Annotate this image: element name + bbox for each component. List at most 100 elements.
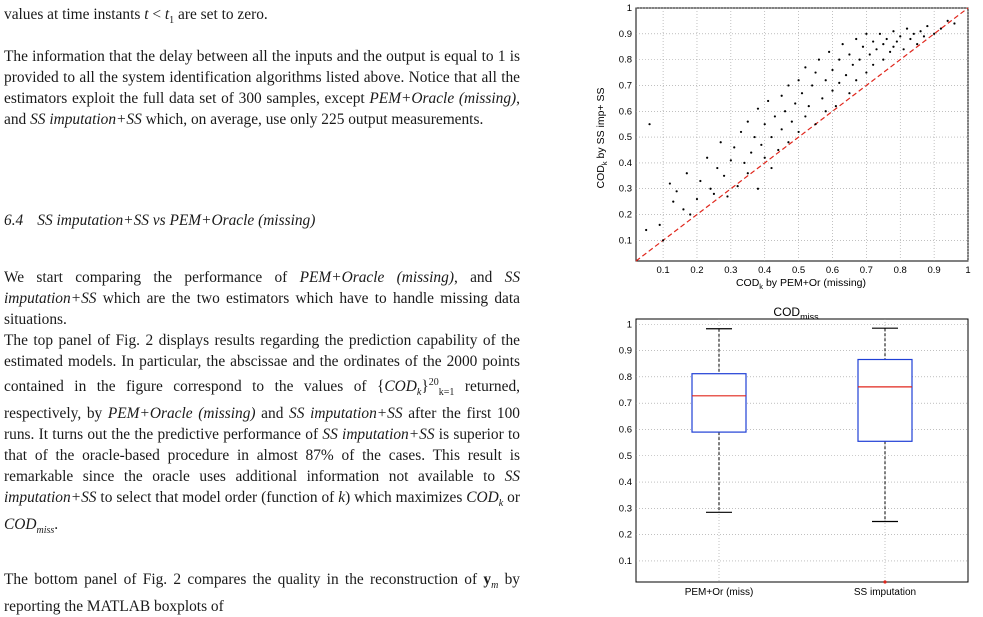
scatter-ytick-label: 1 [627, 3, 632, 14]
scatter-point [783, 110, 787, 113]
scatter-plot-frame [635, 7, 969, 262]
scatter-point [868, 53, 871, 56]
scatter-point [888, 50, 892, 53]
scatter-point [899, 35, 902, 38]
scatter-point [865, 71, 868, 74]
scatter-point [804, 115, 807, 118]
scatter-point [763, 156, 766, 159]
scatter-chart: 0.1 0.2 0.3 0.4 0.5 0.6 0.7 0.8 0.9 1 0.1 0.2 0.3 0.4… [595, 3, 971, 291]
scatter-point [892, 45, 895, 48]
scatter-xlabel: CODk by PEM+Or (missing) [736, 277, 866, 291]
scatter-point [892, 30, 895, 33]
scatter-points [645, 19, 956, 242]
scatter-point [933, 32, 936, 35]
scatter-point [675, 190, 678, 193]
scatter-point [780, 128, 783, 131]
scatter-point [814, 123, 817, 126]
boxplot-boxes [691, 327, 913, 584]
paragraph-start: We start comparing the performance of PE… [4, 269, 521, 328]
scatter-point [767, 99, 770, 103]
scatter-point [838, 58, 841, 61]
scatter-point [743, 161, 746, 164]
scatter-point [804, 66, 807, 69]
scatter-point [878, 32, 882, 35]
scatter-point [722, 174, 726, 177]
scatter-point [872, 40, 875, 43]
scatter-ytick-label: 0.4 [619, 158, 632, 169]
scatter-point [882, 58, 885, 61]
scatter-point [817, 58, 821, 61]
scatter-point [848, 92, 851, 95]
scatter-point [709, 187, 712, 190]
scatter-point [716, 166, 719, 170]
section-heading: 6.4 SS imputation+SS vs PEM+Oracle (missi… [4, 210, 315, 231]
section-title: SS imputation+SS vs PEM+Oracle (missing) [37, 212, 316, 229]
scatter-point [831, 68, 834, 72]
scatter-point [780, 94, 783, 97]
scatter-point [682, 208, 685, 211]
scatter-point [872, 63, 875, 66]
scatter-point [851, 63, 854, 66]
boxplot-ytick-label: 0.5 [619, 451, 632, 462]
scatter-point [939, 27, 942, 30]
scatter-point [712, 192, 716, 195]
scatter-xtick-label: 0.6 [826, 265, 839, 276]
scatter-ylabel: CODk by SS imp+ SS [595, 88, 609, 189]
scatter-point [882, 43, 885, 46]
scatter-point [800, 92, 804, 95]
scatter-ytick-label: 0.9 [619, 29, 632, 40]
boxplot-title: CODmiss [773, 305, 819, 322]
scatter-point [909, 37, 912, 41]
boxplot-ytick-label: 1 [627, 319, 632, 330]
scatter-point [861, 45, 865, 48]
scatter-point [834, 105, 837, 108]
scatter-point [858, 58, 861, 61]
scatter-point [844, 74, 848, 77]
scatter-point [746, 120, 749, 123]
section-number: 6.4 [4, 212, 24, 229]
scatter-point [814, 71, 817, 74]
scatter-point [746, 172, 749, 175]
scatter-point [777, 148, 780, 152]
scatter-point [953, 22, 956, 25]
scatter-xtick-label: 0.7 [860, 265, 873, 276]
scatter-ticks: 0.1 0.2 0.3 0.4 0.5 0.6 0.7 0.8 0.9 1 0.1 0.2 0.3 0.4… [619, 3, 971, 276]
scatter-point [790, 120, 793, 123]
scatter-ytick-label: 0.7 [619, 80, 632, 91]
scatter-point [794, 102, 797, 105]
scatter-ytick-label: 0.6 [619, 106, 632, 117]
boxplot-chart: CODmiss 0.1 0.2 0.3 0.4 0.5 0.6 0.7 0.8 0.9 1 PEM+… [619, 305, 969, 598]
scatter-point [902, 48, 905, 51]
scatter-point [797, 79, 800, 82]
scatter-point [756, 187, 760, 190]
scatter-ytick-label: 0.1 [619, 235, 632, 246]
scatter-xtick-label: 0.8 [894, 265, 907, 276]
scatter-point [719, 141, 722, 144]
scatter-point [787, 84, 790, 87]
scatter-point [739, 130, 743, 134]
scatter-point [699, 179, 702, 183]
boxplot-grid [636, 319, 968, 582]
scatter-ytick-label: 0.8 [619, 55, 632, 66]
scatter-ytick-label: 0.3 [619, 184, 632, 195]
diagonal-reference-line [635, 7, 969, 262]
boxplot-ytick-label: 0.6 [619, 424, 632, 435]
scatter-point [885, 37, 888, 41]
scatter-point [821, 97, 824, 100]
box-iqr [691, 373, 747, 433]
scatter-point [756, 107, 760, 110]
scatter-point [865, 32, 868, 35]
scatter-xtick-label: 0.9 [928, 265, 941, 276]
scatter-point [855, 79, 858, 82]
scatter-point [905, 27, 909, 30]
scatter-point [916, 43, 919, 46]
scatter-point [753, 135, 756, 139]
scatter-xtick-label: 0.5 [792, 265, 805, 276]
scatter-point [797, 130, 800, 134]
scatter-point [706, 156, 709, 159]
scatter-point [855, 37, 858, 41]
scatter-point [875, 48, 878, 51]
scatter-point [770, 166, 773, 170]
scatter-xtick-label: 0.1 [656, 265, 669, 276]
boxplot-ytick-label: 0.3 [619, 503, 632, 514]
